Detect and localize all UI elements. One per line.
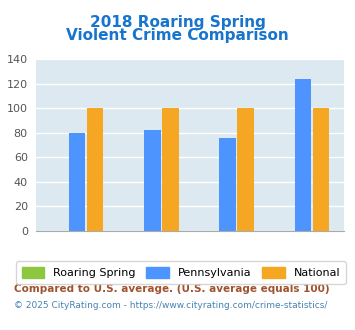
Bar: [313, 109, 329, 231]
Bar: [219, 138, 236, 231]
Bar: [237, 109, 254, 231]
Text: Compared to U.S. average. (U.S. average equals 100): Compared to U.S. average. (U.S. average …: [14, 284, 330, 294]
Text: © 2025 CityRating.com - https://www.cityrating.com/crime-statistics/: © 2025 CityRating.com - https://www.city…: [14, 301, 328, 310]
Text: Violent Crime Comparison: Violent Crime Comparison: [66, 28, 289, 43]
Legend: Roaring Spring, Pennsylvania, National: Roaring Spring, Pennsylvania, National: [16, 261, 346, 284]
Text: 2018 Roaring Spring: 2018 Roaring Spring: [89, 15, 266, 30]
Bar: [69, 133, 85, 231]
Bar: [87, 109, 103, 231]
Bar: [295, 79, 311, 231]
Bar: [144, 130, 160, 231]
Bar: [162, 109, 179, 231]
